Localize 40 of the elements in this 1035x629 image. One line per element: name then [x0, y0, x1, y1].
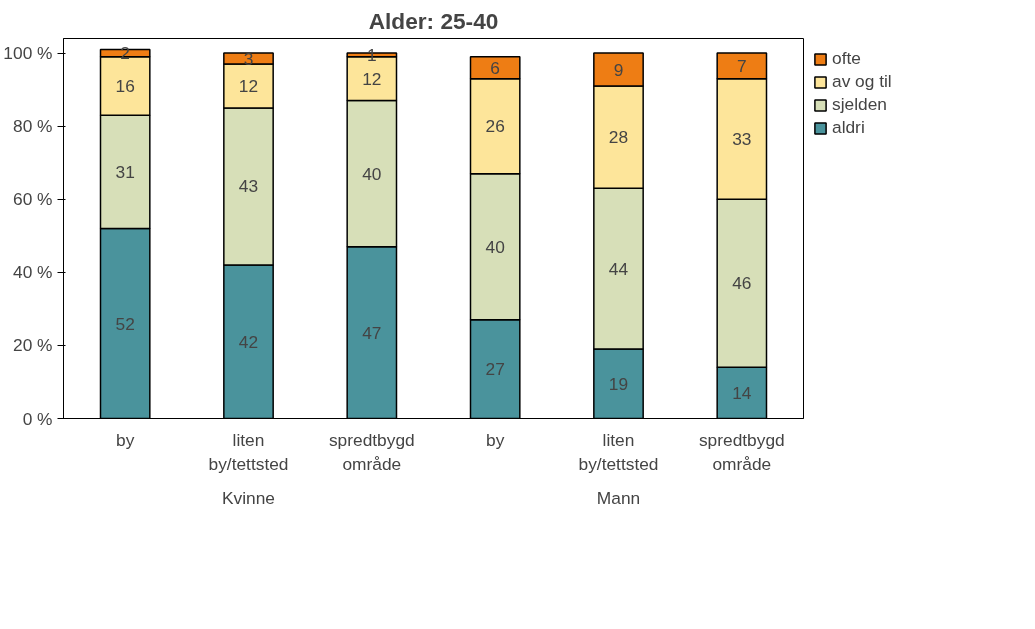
data-label: 33: [732, 128, 752, 149]
data-label: 46: [732, 273, 752, 294]
x-tick-label: by: [486, 429, 505, 450]
data-label: 40: [362, 163, 382, 184]
data-label: 7: [737, 55, 747, 76]
legend-label: aldri: [832, 117, 865, 138]
data-label: 12: [362, 68, 382, 89]
x-tick-label: liten by/tettsted: [208, 429, 289, 474]
x-tick-label: by: [116, 429, 135, 450]
data-label: 6: [490, 57, 500, 78]
y-tick-label: 80 %: [13, 116, 53, 137]
legend-label: ofte: [832, 48, 861, 69]
data-label: 16: [115, 76, 135, 96]
data-label: 27: [485, 359, 505, 380]
data-label: 40: [485, 236, 505, 257]
data-label: 47: [362, 322, 382, 343]
data-label: 44: [608, 258, 629, 279]
data-label: 42: [238, 331, 259, 352]
data-label: 9: [613, 59, 624, 80]
data-label: 14: [732, 382, 752, 403]
chart-title: Alder: 25-40: [368, 7, 499, 34]
data-label: 12: [238, 76, 259, 96]
data-label: 43: [238, 176, 259, 197]
x-tick-label: spredtbygd område: [698, 429, 785, 474]
legend-label: av og til: [832, 71, 892, 92]
y-tick-label: 0 %: [22, 408, 53, 429]
data-label: 26: [485, 116, 505, 137]
data-label: 52: [115, 313, 135, 334]
y-tick-label: 100 %: [3, 43, 53, 64]
legend-label: sjelden: [832, 94, 887, 115]
text: Kvinne: [222, 487, 275, 508]
y-tick-label: 40 %: [13, 262, 53, 283]
y-tick-label: 60 %: [13, 189, 53, 210]
data-label: 19: [608, 373, 629, 394]
data-label: 31: [115, 161, 135, 182]
y-tick-label: 20 %: [13, 335, 53, 356]
x-tick-label: spredtbygd område: [328, 429, 415, 474]
data-label: 28: [608, 127, 629, 148]
x-tick-label: liten by/tettsted: [578, 429, 659, 474]
text: Mann: [596, 487, 641, 508]
